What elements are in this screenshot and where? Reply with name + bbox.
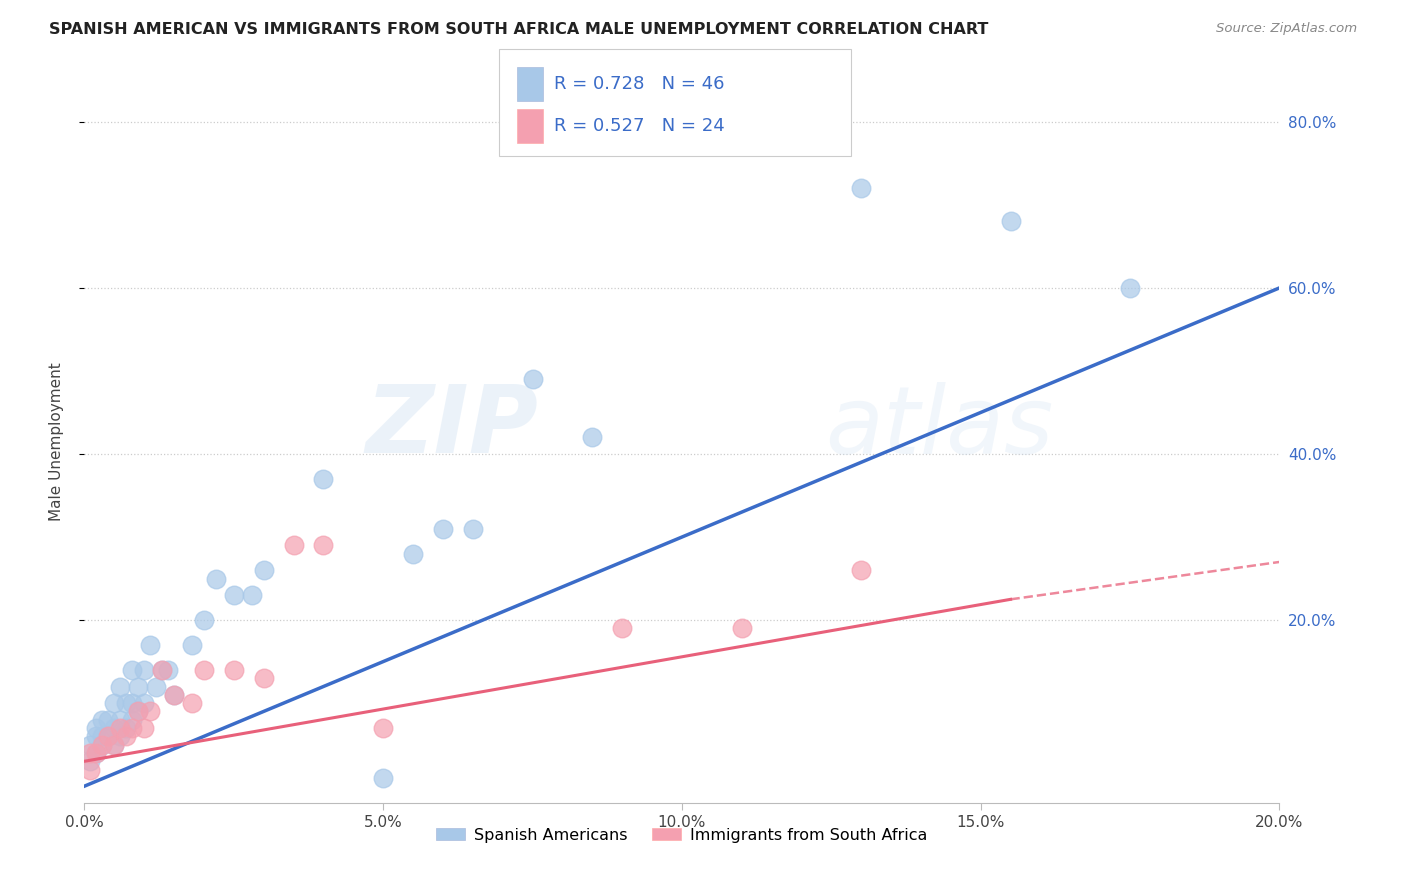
Point [91,738,114,752]
Point [127,705,149,719]
Point [312,472,335,486]
Point [731,621,754,635]
Point [132,696,156,710]
Text: R = 0.527   N = 24: R = 0.527 N = 24 [554,117,724,135]
Point [91,713,114,727]
Point [163,688,186,702]
Point [86,721,108,735]
Point [181,638,204,652]
Point [86,746,108,760]
Legend: Spanish Americans, Immigrants from South Africa: Spanish Americans, Immigrants from South… [430,822,934,849]
Point [97,730,120,744]
Point [461,522,484,536]
Point [851,563,873,577]
Text: atlas: atlas [825,382,1053,473]
Point [115,696,138,710]
Point [91,730,114,744]
Point [103,721,125,735]
Point [121,721,143,735]
Point [121,663,143,677]
Text: SPANISH AMERICAN VS IMMIGRANTS FROM SOUTH AFRICA MALE UNEMPLOYMENT CORRELATION C: SPANISH AMERICAN VS IMMIGRANTS FROM SOUT… [49,22,988,37]
Point [373,771,395,785]
Point [193,613,215,627]
Point [312,538,335,552]
Point [222,663,245,677]
Point [163,688,186,702]
Point [110,730,132,744]
Point [522,372,544,386]
Point [127,680,149,694]
Point [581,430,603,444]
Point [851,181,873,195]
Point [139,705,162,719]
Point [150,663,173,677]
Point [222,588,245,602]
Point [1119,281,1142,295]
Point [145,680,167,694]
Point [150,663,173,677]
Text: Source: ZipAtlas.com: Source: ZipAtlas.com [1216,22,1357,36]
Point [157,663,180,677]
Point [402,547,425,561]
Point [432,522,454,536]
Point [612,621,634,635]
Point [121,696,143,710]
Point [110,721,132,735]
Text: ZIP: ZIP [366,381,538,473]
Point [97,713,120,727]
Point [79,746,101,760]
Point [79,738,101,752]
Point [86,746,108,760]
Point [253,671,276,685]
Text: R = 0.728   N = 46: R = 0.728 N = 46 [554,75,724,93]
Point [132,663,156,677]
Point [86,730,108,744]
Point [127,705,149,719]
Point [110,680,132,694]
Point [283,538,305,552]
Point [181,696,204,710]
Point [205,572,228,586]
Point [373,721,395,735]
Point [240,588,263,602]
Point [97,730,120,744]
Point [79,763,101,777]
Point [103,738,125,752]
Point [115,721,138,735]
Point [139,638,162,652]
Point [115,730,138,744]
Point [103,696,125,710]
Point [121,713,143,727]
Point [1000,214,1022,228]
Point [253,563,276,577]
Point [193,663,215,677]
Point [91,738,114,752]
Point [132,721,156,735]
Point [110,713,132,727]
Y-axis label: Male Unemployment: Male Unemployment [49,362,63,521]
Point [103,738,125,752]
Point [79,754,101,768]
